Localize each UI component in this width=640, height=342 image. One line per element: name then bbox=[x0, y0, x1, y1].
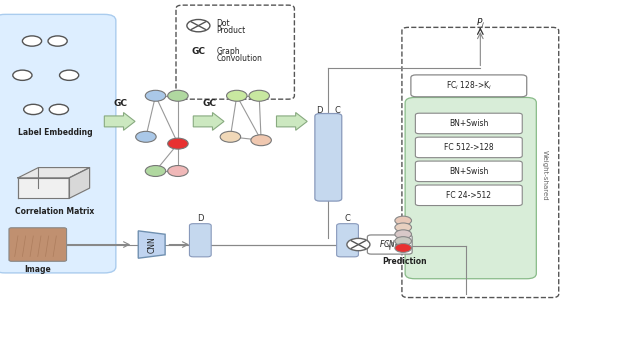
FancyBboxPatch shape bbox=[189, 224, 211, 257]
Circle shape bbox=[395, 223, 412, 232]
FancyBboxPatch shape bbox=[315, 114, 342, 201]
Text: Graph: Graph bbox=[216, 48, 240, 56]
Circle shape bbox=[49, 104, 68, 115]
FancyBboxPatch shape bbox=[367, 235, 412, 254]
Text: $FCN_G$: $FCN_G$ bbox=[379, 238, 401, 251]
Circle shape bbox=[145, 166, 166, 176]
Text: Label Embedding: Label Embedding bbox=[18, 128, 92, 137]
FancyBboxPatch shape bbox=[415, 161, 522, 182]
Circle shape bbox=[395, 244, 412, 252]
Circle shape bbox=[251, 135, 271, 146]
Text: BN+Swish: BN+Swish bbox=[449, 167, 488, 176]
FancyBboxPatch shape bbox=[402, 27, 559, 298]
FancyBboxPatch shape bbox=[405, 97, 536, 279]
Text: FC 24->512: FC 24->512 bbox=[446, 191, 492, 200]
Circle shape bbox=[220, 131, 241, 142]
FancyBboxPatch shape bbox=[337, 224, 358, 257]
Circle shape bbox=[395, 230, 412, 239]
Circle shape bbox=[145, 90, 166, 101]
Text: GC: GC bbox=[113, 99, 127, 108]
Circle shape bbox=[395, 216, 412, 225]
FancyBboxPatch shape bbox=[411, 75, 527, 97]
Polygon shape bbox=[18, 178, 69, 198]
Circle shape bbox=[24, 104, 43, 115]
Text: CNN: CNN bbox=[147, 236, 156, 253]
Circle shape bbox=[168, 138, 188, 149]
Circle shape bbox=[136, 131, 156, 142]
Circle shape bbox=[249, 90, 269, 101]
Circle shape bbox=[60, 70, 79, 80]
Text: Convolution: Convolution bbox=[216, 54, 262, 63]
FancyArrow shape bbox=[276, 113, 307, 130]
Circle shape bbox=[395, 237, 412, 246]
Text: $P_j$: $P_j$ bbox=[476, 17, 485, 30]
FancyBboxPatch shape bbox=[0, 14, 116, 273]
Text: Product: Product bbox=[216, 26, 246, 35]
Text: Image: Image bbox=[24, 265, 51, 274]
Circle shape bbox=[168, 166, 188, 176]
Text: GC: GC bbox=[191, 48, 205, 56]
FancyBboxPatch shape bbox=[415, 137, 522, 158]
Text: C: C bbox=[334, 106, 340, 115]
Text: FC$_i$ 128->K$_i$: FC$_i$ 128->K$_i$ bbox=[445, 80, 492, 92]
Circle shape bbox=[187, 19, 210, 32]
Polygon shape bbox=[18, 168, 90, 178]
Circle shape bbox=[227, 90, 247, 101]
FancyArrow shape bbox=[104, 113, 135, 130]
Text: Dot: Dot bbox=[216, 19, 230, 28]
Text: Weight-shared: Weight-shared bbox=[541, 150, 548, 201]
FancyBboxPatch shape bbox=[9, 228, 67, 261]
FancyArrow shape bbox=[193, 113, 224, 130]
Text: C: C bbox=[344, 214, 351, 223]
Text: GC: GC bbox=[203, 99, 217, 108]
Circle shape bbox=[347, 238, 370, 251]
Circle shape bbox=[48, 36, 67, 46]
Polygon shape bbox=[69, 168, 90, 198]
Text: Correlation Matrix: Correlation Matrix bbox=[15, 207, 95, 216]
Text: Prediction: Prediction bbox=[382, 256, 427, 265]
FancyBboxPatch shape bbox=[415, 185, 522, 206]
Circle shape bbox=[168, 90, 188, 101]
Polygon shape bbox=[138, 231, 165, 258]
FancyBboxPatch shape bbox=[176, 5, 294, 99]
Circle shape bbox=[13, 70, 32, 80]
Text: BN+Swish: BN+Swish bbox=[449, 119, 488, 128]
Text: FC 512->128: FC 512->128 bbox=[444, 143, 493, 152]
Text: D: D bbox=[197, 214, 204, 223]
Text: D: D bbox=[316, 106, 323, 115]
FancyBboxPatch shape bbox=[415, 113, 522, 134]
Circle shape bbox=[22, 36, 42, 46]
